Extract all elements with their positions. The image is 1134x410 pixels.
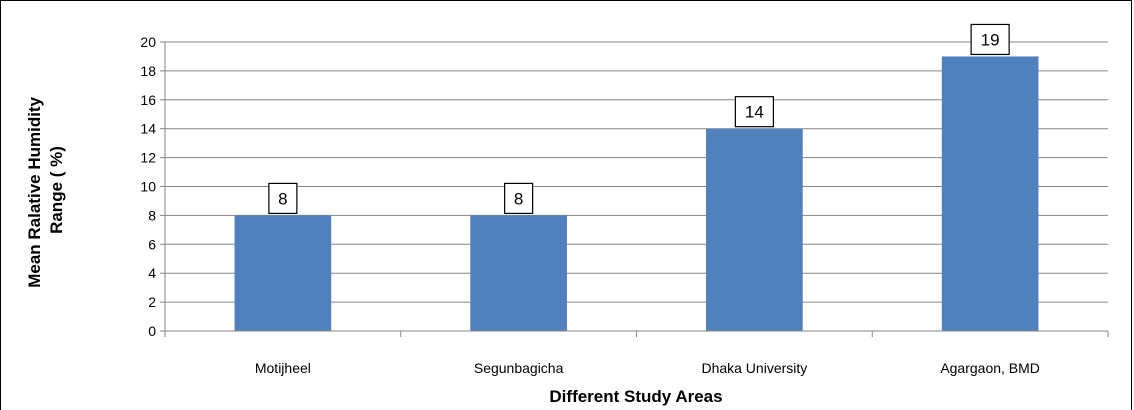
y-tick-label: 4	[148, 265, 156, 281]
y-tick-label: 0	[148, 323, 156, 339]
x-tick-label: Dhaka University	[701, 360, 807, 376]
y-tick-label: 16	[140, 92, 156, 108]
bar	[706, 128, 803, 331]
data-label: 19	[981, 30, 1000, 49]
data-label-box	[504, 182, 534, 214]
data-label-box	[268, 182, 298, 214]
data-label: 8	[278, 189, 287, 208]
y-tick-label: 14	[140, 121, 156, 137]
data-label-box	[970, 23, 1010, 56]
y-tick-labels: 0 2 4 6 8 10 12 14 16 18 20	[140, 34, 156, 339]
axes	[160, 41, 1109, 337]
y-tick-label: 12	[140, 150, 156, 166]
data-label: 8	[514, 189, 523, 208]
bar	[234, 215, 332, 331]
bars	[234, 56, 1039, 331]
y-axis-title-line-2: Range ( %)	[47, 146, 66, 234]
y-axis-title-line-1: Mean Ralative Humidity	[25, 96, 44, 287]
y-tick-label: 18	[140, 63, 156, 79]
bar	[941, 56, 1039, 331]
data-labels: 8 8 14 19	[268, 23, 1010, 214]
x-axis-title: Different Study Areas	[549, 387, 722, 406]
data-label-box	[734, 96, 774, 128]
data-label: 14	[745, 103, 764, 122]
x-tick-label: Agargaon, BMD	[940, 360, 1040, 376]
x-tick-label: Segunbagicha	[474, 360, 564, 376]
y-tick-label: 8	[148, 207, 156, 223]
bar	[470, 215, 567, 331]
x-tick-labels: Motijheel Segunbagicha Dhaka University Aga…	[255, 360, 1040, 376]
y-tick-label: 2	[148, 294, 156, 310]
y-tick-label: 20	[140, 34, 156, 50]
y-axis-title: Mean Ralative Humidity Range ( %)	[25, 92, 66, 288]
y-tick-label: 6	[148, 236, 156, 252]
x-tick-label: Motijheel	[255, 360, 311, 376]
y-tick-label: 10	[140, 179, 156, 195]
